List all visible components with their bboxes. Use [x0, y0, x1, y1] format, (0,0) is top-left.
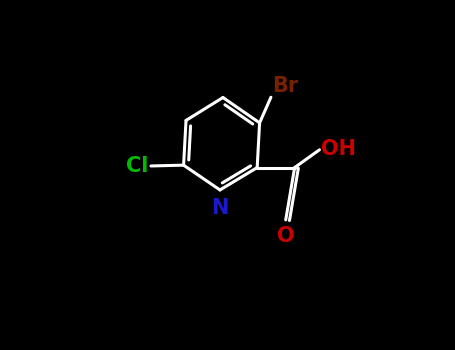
Text: OH: OH — [321, 139, 356, 159]
Text: Cl: Cl — [126, 156, 149, 176]
Text: O: O — [277, 226, 294, 246]
Text: N: N — [211, 197, 229, 217]
Text: Br: Br — [272, 76, 298, 96]
